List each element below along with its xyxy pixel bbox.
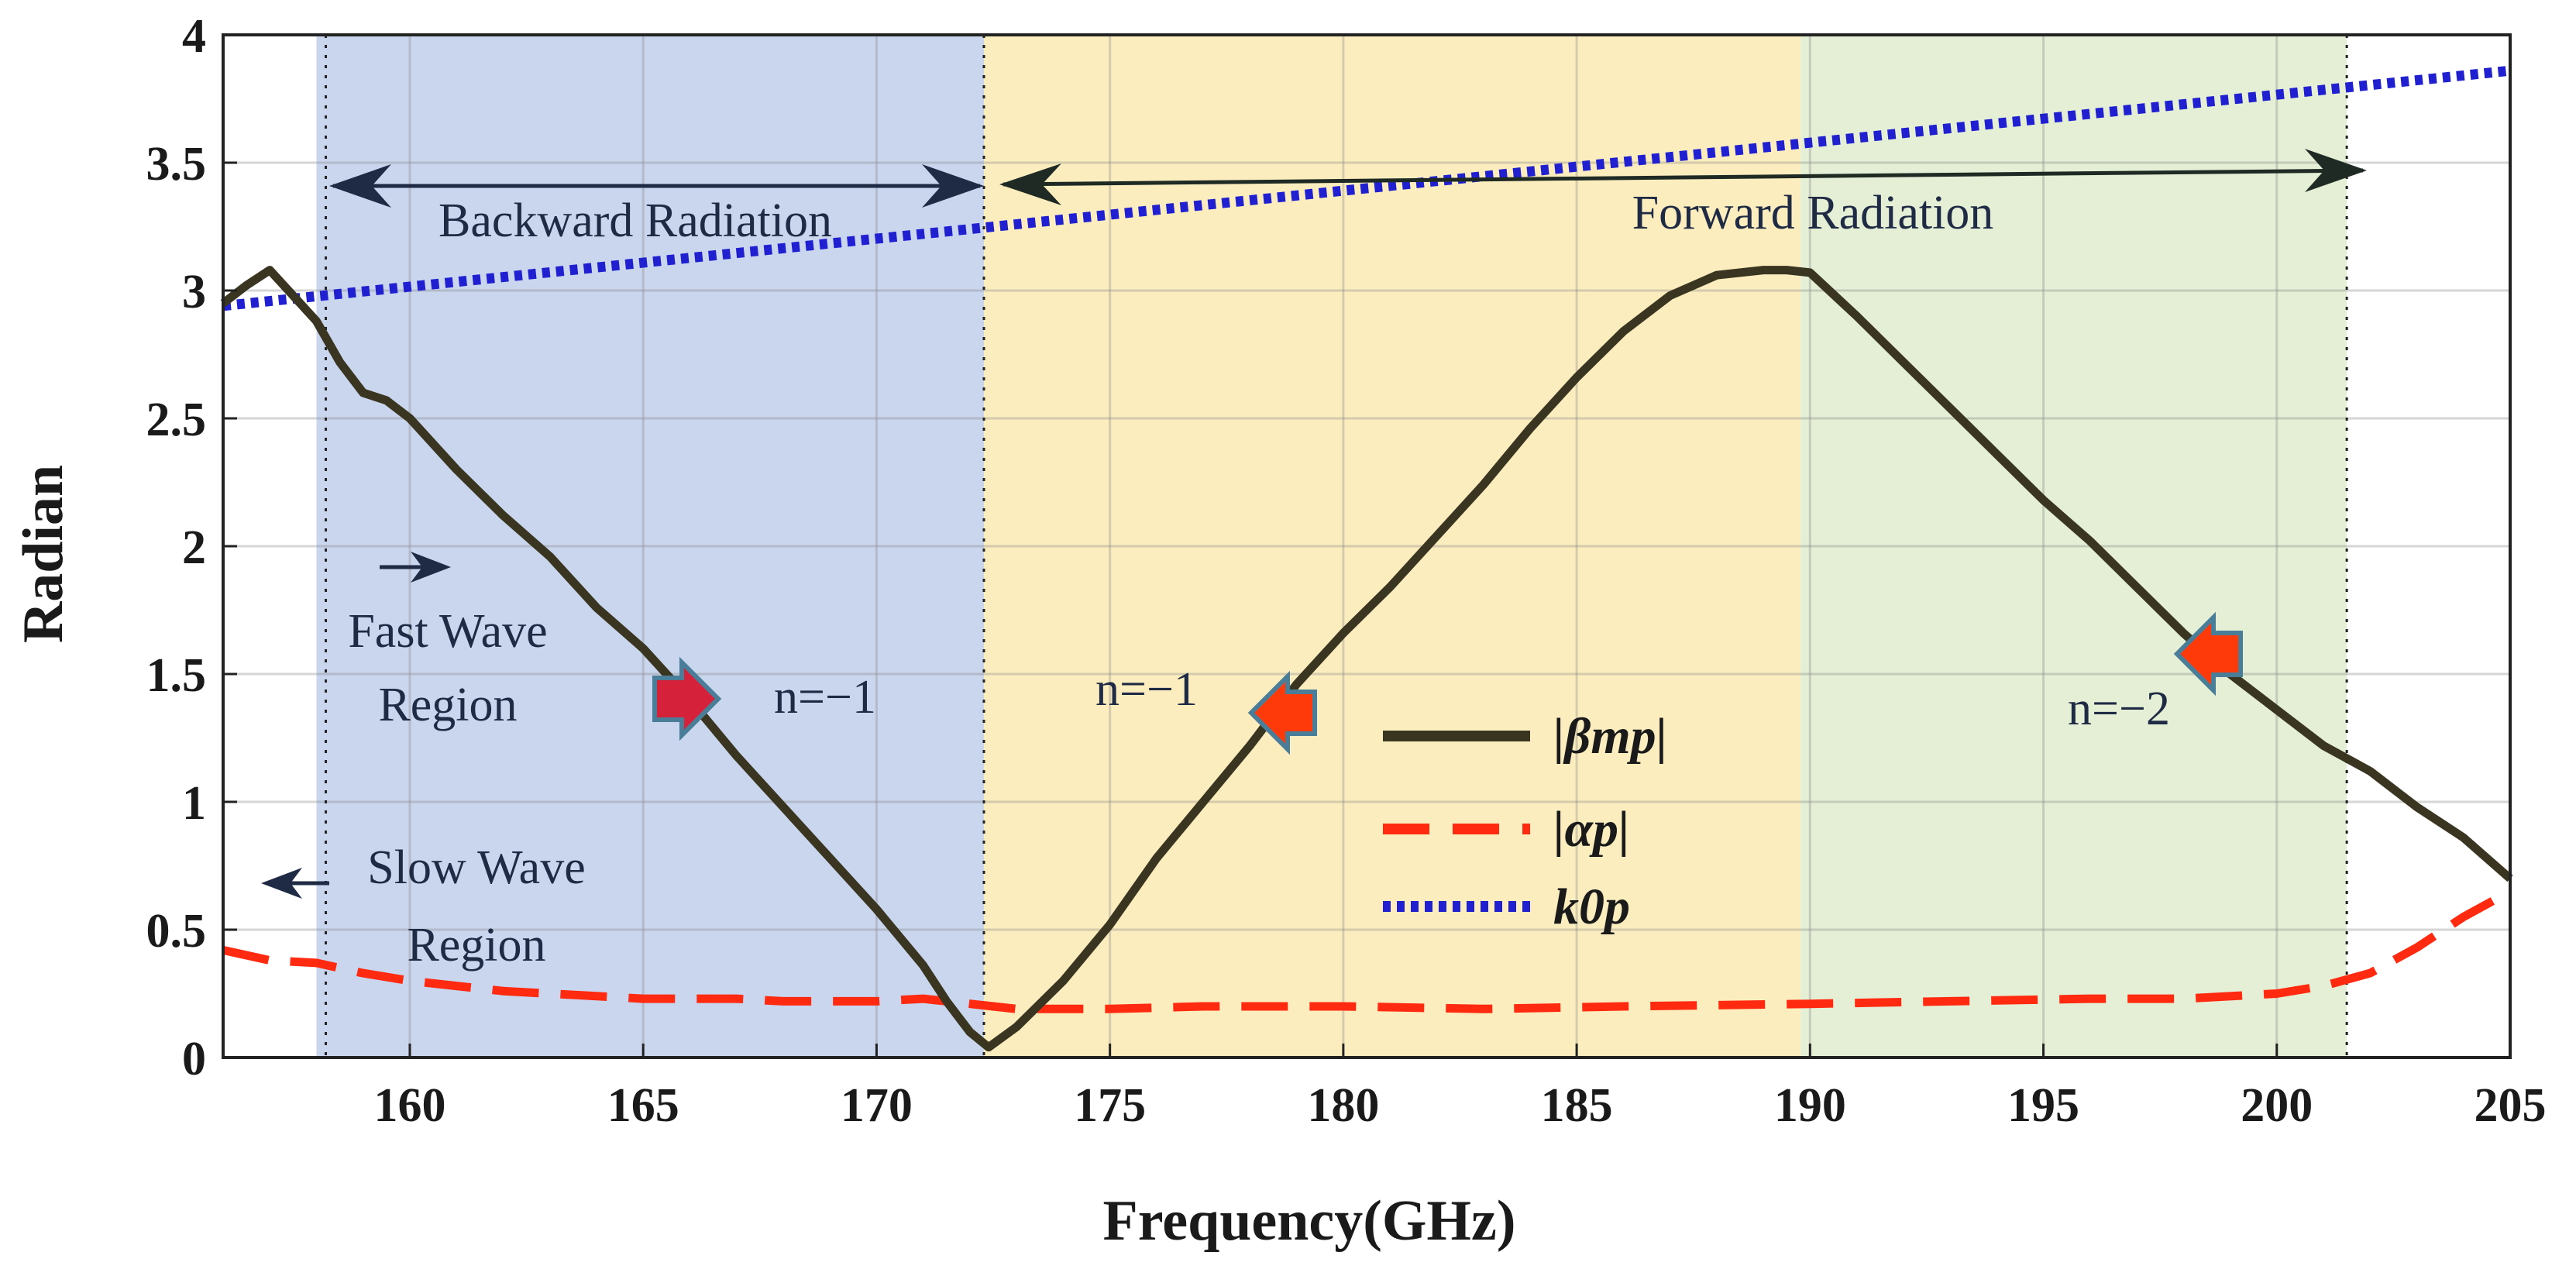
annotation-fast-wave: Fast Wave [348,605,547,658]
series-line-k0 [222,65,2511,311]
backward-radiation-arrow [329,164,984,208]
right-arrow-icon [652,656,722,741]
left-arrow-icon [1247,670,1317,755]
legend-label-beta: |βmp| [1553,708,1667,765]
y-tick-label: 0.5 [146,905,207,958]
left-arrow-icon [2173,611,2243,696]
legend: |βmp| |αp| k0p [1383,708,1667,935]
x-tick-label: 200 [2241,1079,2313,1132]
x-tick-label: 195 [2007,1079,2079,1132]
x-tick-label: 175 [1074,1079,1146,1132]
backward-radiation-band [316,35,984,1058]
y-tick-label: 1 [182,777,206,830]
series-line-beta [220,266,2513,1052]
forward-radiation-arrow [999,149,2367,205]
annotation-n-minus-1-backward: n=−1 [774,671,876,724]
x-tick-label: 160 [373,1079,445,1132]
legend-label-k0: k0p [1553,879,1630,935]
x-axis-title: Frequency(GHz) [1103,1189,1516,1253]
data-series [220,65,2513,1052]
y-tick-label: 2 [182,521,206,574]
forward-radiation-n2-band [1800,35,2347,1058]
legend-label-alpha: |αp| [1553,801,1630,858]
annotation-slow-wave-region: Region [407,919,545,972]
y-tick-label: 4 [182,10,206,63]
y-axis-title: Radian [12,465,75,643]
grid-lines [223,35,2510,1058]
x-tick-label: 180 [1307,1079,1379,1132]
slow-wave-arrow [261,868,329,899]
y-axis-ticks: 0 0.5 1 1.5 2 2.5 3 3.5 4 [146,10,237,1085]
annotation-backward-radiation: Backward Radiation [439,194,832,247]
fast-wave-arrow [380,552,451,583]
y-tick-label: 2.5 [146,394,207,446]
x-tick-label: 185 [1541,1079,1613,1132]
annotation-forward-radiation: Forward Radiation [1632,187,1994,239]
x-tick-label: 165 [607,1079,679,1132]
x-tick-label: 190 [1774,1079,1846,1132]
x-axis-ticks: 160 165 170 175 180 185 190 195 200 205 [373,1044,2547,1132]
x-tick-label: 170 [841,1079,913,1132]
annotation-n-minus-2: n=−2 [2068,683,2170,735]
y-tick-label: 3 [182,266,206,318]
radiation-regions [316,35,2347,1058]
y-tick-label: 1.5 [146,649,207,702]
forward-radiation-n1-band [983,35,1801,1058]
y-tick-label: 0 [182,1033,206,1085]
y-tick-label: 3.5 [146,138,207,191]
annotation-slow-wave: Slow Wave [367,841,585,894]
x-tick-label: 205 [2475,1079,2547,1132]
annotation-n-minus-1-forward: n=−1 [1095,663,1198,716]
series-line-alpha [222,887,2512,1013]
annotation-fast-wave-region: Region [378,679,517,731]
